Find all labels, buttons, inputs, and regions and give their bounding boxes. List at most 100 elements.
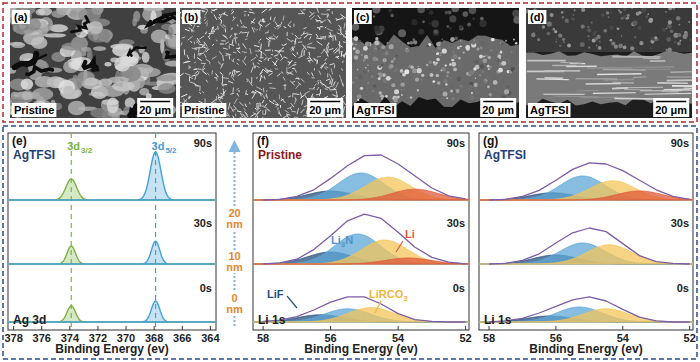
sem-fiber [303,31,305,34]
sem-speck [412,68,417,73]
pointer [287,296,297,308]
sem-speck [618,44,623,49]
sem-speck [481,41,485,45]
sem-fiber [339,75,340,78]
subscript: 3/2 [81,146,93,155]
sem-fiber [277,73,280,76]
sem-fiber [251,57,256,61]
sem-fiber [279,112,281,116]
sem-speck [630,46,634,50]
sem-fiber [237,63,239,65]
sem-fiber [262,9,267,13]
sem-speck [474,89,476,91]
sem-fiber [237,59,239,61]
sem-speck [474,59,478,63]
sem-fiber [318,15,321,19]
sem-speck [385,95,388,98]
sem-fiber [209,33,211,37]
sem-speck [471,92,473,94]
plot-area [479,163,693,322]
label-box [225,207,244,230]
fit-peak [253,240,469,264]
sem-speck [426,64,429,67]
panel-text: (d) [530,11,544,23]
sem-speck [559,44,562,47]
sem-fiber [201,118,202,119]
sem-grain [168,26,173,39]
x-tick [97,326,98,330]
sem-fiber [263,96,264,99]
sem-speck [363,46,368,51]
sem-speck [426,44,429,47]
sem-speck [457,77,462,82]
sem-fiber [251,21,255,23]
sem-fiber [252,93,255,99]
sem-speck [360,87,363,90]
sem-fiber [292,93,293,97]
sem-speck [385,51,389,55]
sem-fiber [197,26,199,27]
scale-line [310,101,340,103]
sem-speck [474,83,478,87]
x-tick [126,326,127,330]
sem-fiber [331,79,332,85]
sem-speck [415,46,418,49]
sem-speck [490,49,491,50]
text-part: Li [405,228,415,240]
sem-speck [482,58,487,63]
text-part: nm [226,261,243,273]
sem-speck [412,38,415,41]
sem-speck [515,42,517,44]
sem-fiber [293,24,294,27]
sem-speck [475,78,476,79]
sem-speck [639,41,643,45]
sem-fiber [279,50,284,52]
sem-speck [417,8,424,13]
sem-fiber [222,75,224,78]
label-box [528,10,546,24]
sem-speck [555,38,557,40]
sem-speck [567,43,571,47]
sem-fiber [205,47,208,52]
sem-fiber [304,50,305,56]
panel-tag: (c) [354,10,372,24]
sem-speck [450,90,453,93]
label-box [225,250,244,273]
sem-fiber [308,60,310,62]
sem-speck [581,24,585,28]
sem-fiber [212,56,217,59]
sem-fiber [275,58,279,60]
sem-fiber [269,8,272,10]
sem-speck [388,9,392,13]
sem-grain [105,62,112,66]
sem-streak [545,70,580,72]
sem-fiber [242,51,245,53]
sem-fiber [269,38,275,40]
sem-speck [688,21,690,23]
sem-grain [78,8,101,21]
sem-speck [504,89,509,94]
sem-fiber [254,45,259,46]
sem-fiber [268,41,269,47]
sem-fiber [344,52,345,56]
sem-streak [566,66,597,68]
sem-speck [458,57,461,60]
sem-speck [441,39,442,40]
sem-speck [677,42,681,46]
sem-fiber [201,63,206,64]
x-tick [555,326,556,330]
sem-speck [386,76,391,81]
sem-grain [114,57,130,72]
sem-fiber [231,11,233,14]
sem-speck [401,81,403,83]
label-box [225,292,244,315]
sem-fiber [223,24,226,27]
fit-peak [479,245,693,264]
sem-fiber [220,24,224,28]
sem-fiber [325,27,326,29]
sem-speck [599,41,601,43]
sem-fiber [295,117,300,118]
sem-fiber [267,71,273,72]
sem-fiber [234,34,237,35]
sem-speck [429,10,434,15]
